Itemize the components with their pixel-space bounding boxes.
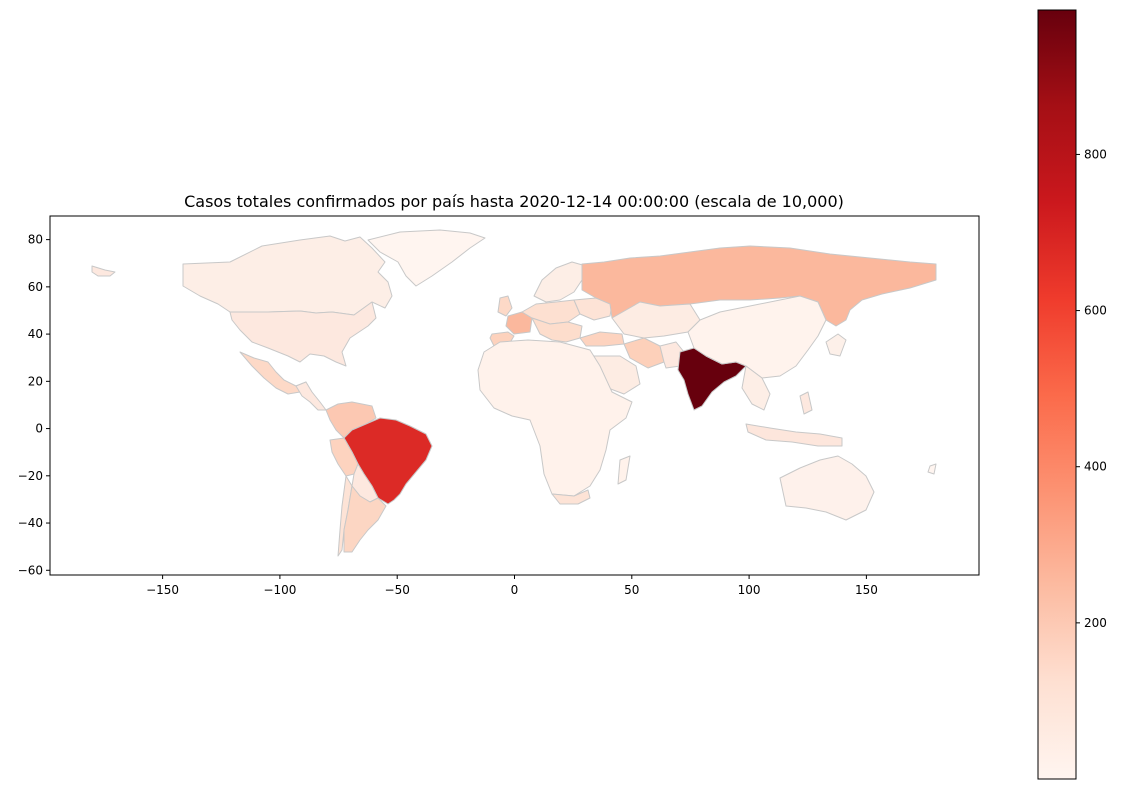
region-argentina bbox=[343, 485, 387, 553]
x-tick-label: 150 bbox=[855, 583, 878, 597]
region-philippines bbox=[799, 391, 813, 415]
colorbar-tick-label: 800 bbox=[1084, 147, 1107, 161]
colorbar-tick-label: 400 bbox=[1084, 460, 1107, 474]
region-southeast-asia bbox=[741, 365, 771, 411]
colorbar-tick-label: 600 bbox=[1084, 304, 1107, 318]
x-tick-label: −150 bbox=[146, 583, 179, 597]
x-tick-label: −100 bbox=[263, 583, 296, 597]
x-axis: −150 −100 −50 0 50 100 150 bbox=[146, 575, 878, 597]
y-tick-label: 60 bbox=[28, 280, 43, 294]
region-china bbox=[687, 295, 827, 379]
colorbar bbox=[1037, 9, 1077, 780]
region-south-africa bbox=[551, 489, 591, 505]
region-africa bbox=[477, 339, 633, 497]
country-map bbox=[91, 229, 937, 557]
region-australia bbox=[779, 455, 875, 521]
x-tick-label: 50 bbox=[624, 583, 639, 597]
y-tick-label: 40 bbox=[28, 327, 43, 341]
y-tick-label: −40 bbox=[18, 516, 43, 530]
region-madagascar bbox=[617, 455, 631, 485]
region-greenland bbox=[367, 229, 486, 287]
chart-title: Casos totales confirmados por país hasta… bbox=[184, 192, 844, 211]
region-indonesia bbox=[745, 423, 843, 447]
region-usa bbox=[229, 301, 377, 367]
colorbar-tick-label: 200 bbox=[1084, 616, 1107, 630]
colorbar-axis: 200 400 600 800 bbox=[1076, 147, 1107, 630]
region-alaska bbox=[91, 265, 116, 277]
y-tick-label: −20 bbox=[18, 469, 43, 483]
region-japan-korea bbox=[825, 333, 847, 357]
region-canada bbox=[182, 235, 393, 316]
y-tick-label: −60 bbox=[18, 563, 43, 577]
region-new-zealand bbox=[927, 463, 937, 475]
x-tick-label: 0 bbox=[511, 583, 519, 597]
x-tick-label: −50 bbox=[385, 583, 410, 597]
y-tick-label: 20 bbox=[28, 374, 43, 388]
x-tick-label: 100 bbox=[738, 583, 761, 597]
y-axis: −60 −40 −20 0 20 40 60 80 bbox=[18, 233, 50, 577]
y-tick-label: 80 bbox=[28, 233, 43, 247]
y-tick-label: 0 bbox=[35, 422, 43, 436]
region-uk bbox=[497, 295, 513, 317]
